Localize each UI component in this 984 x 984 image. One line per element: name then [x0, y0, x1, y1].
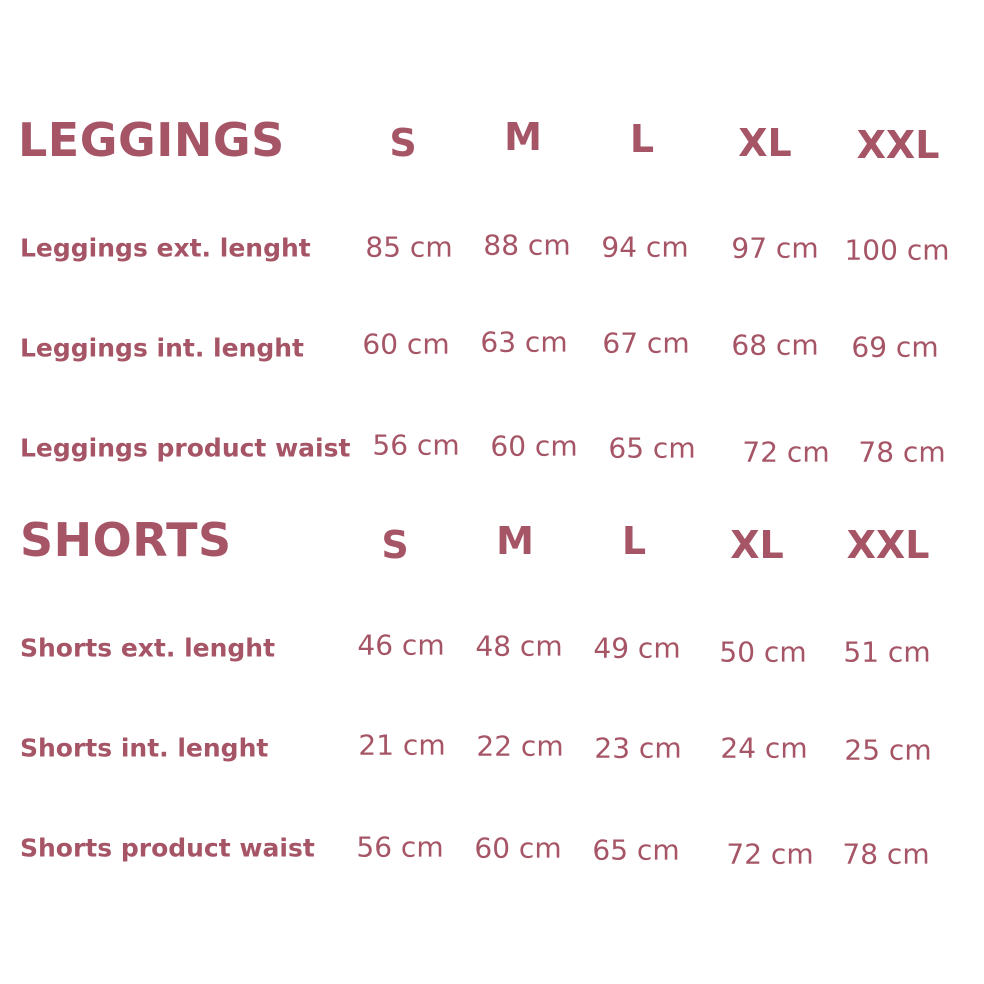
measurement-value: 72 cm: [742, 435, 830, 469]
measurement-value: 56 cm: [356, 830, 444, 864]
measurement-value: 100 cm: [844, 233, 950, 267]
measurement-value: 67 cm: [602, 326, 690, 360]
size-header: S: [381, 523, 409, 567]
measurement-value: 72 cm: [726, 837, 814, 871]
size-header: L: [629, 117, 655, 161]
measurement-value: 22 cm: [476, 729, 564, 763]
size-header: XXL: [846, 523, 930, 567]
measurement-value: 21 cm: [358, 728, 446, 762]
measurement-value: 50 cm: [719, 635, 807, 669]
measurement-value: 68 cm: [731, 328, 819, 362]
measurement-value: 85 cm: [365, 230, 453, 264]
measurement-label: Shorts ext. lenght: [20, 633, 276, 663]
measurement-value: 65 cm: [592, 833, 680, 867]
measurement-label: Leggings int. lenght: [20, 333, 305, 363]
measurement-value: 49 cm: [593, 631, 681, 665]
size-header: M: [496, 519, 534, 563]
measurement-value: 69 cm: [851, 330, 939, 364]
size-header: L: [621, 519, 647, 563]
measurement-label: Leggings ext. lenght: [20, 233, 311, 263]
measurement-value: 65 cm: [608, 431, 696, 465]
size-header: XXL: [856, 123, 940, 167]
measurement-value: 78 cm: [842, 837, 930, 871]
measurement-value: 88 cm: [483, 228, 571, 262]
size-header: XL: [738, 121, 792, 165]
section-title: SHORTS: [20, 513, 232, 567]
measurement-value: 56 cm: [372, 428, 460, 462]
measurement-value: 24 cm: [720, 731, 808, 765]
measurement-value: 51 cm: [843, 635, 931, 669]
measurement-value: 63 cm: [480, 325, 568, 359]
measurement-value: 60 cm: [362, 327, 450, 361]
measurement-value: 25 cm: [844, 733, 932, 767]
size-header: S: [389, 121, 417, 165]
measurement-value: 46 cm: [357, 628, 445, 662]
measurement-value: 60 cm: [490, 429, 578, 463]
size-header: XL: [730, 523, 784, 567]
measurement-value: 23 cm: [594, 731, 682, 765]
measurement-value: 48 cm: [475, 629, 563, 663]
size-header: M: [504, 115, 542, 159]
measurement-value: 94 cm: [601, 230, 689, 264]
measurement-label: Shorts int. lenght: [20, 733, 269, 763]
measurement-label: Leggings product waist: [20, 433, 351, 463]
measurement-value: 78 cm: [858, 435, 946, 469]
section-title: LEGGINGS: [18, 113, 285, 167]
measurement-value: 60 cm: [474, 831, 562, 865]
measurement-label: Shorts product waist: [20, 833, 315, 863]
measurement-value: 97 cm: [731, 231, 819, 265]
